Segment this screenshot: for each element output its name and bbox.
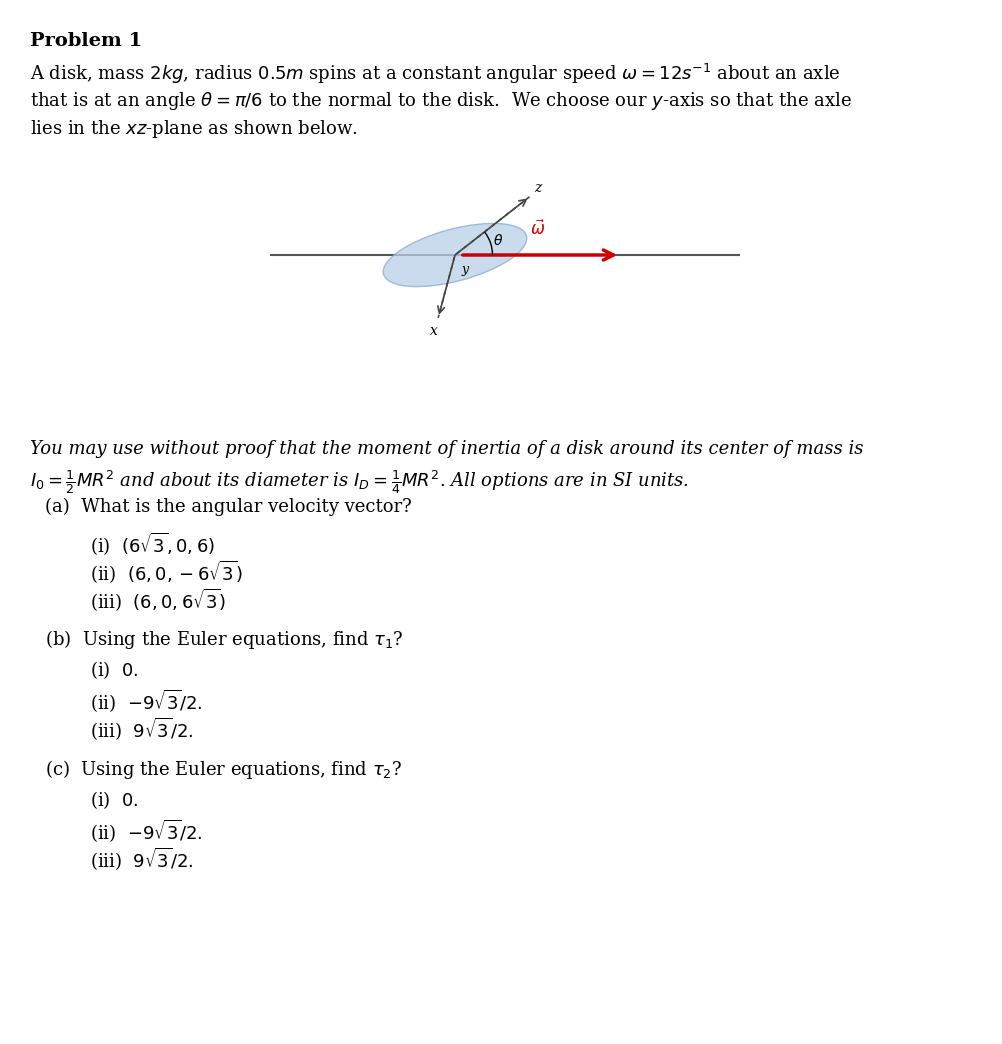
Text: y: y: [461, 263, 468, 276]
Text: (iii)  $9\sqrt{3}/2.$: (iii) $9\sqrt{3}/2.$: [90, 845, 193, 872]
Text: (iii)  $(6, 0, 6\sqrt{3})$: (iii) $(6, 0, 6\sqrt{3})$: [90, 586, 226, 613]
Text: x: x: [430, 324, 438, 338]
Text: (i)  $(6\sqrt{3}, 0, 6)$: (i) $(6\sqrt{3}, 0, 6)$: [90, 530, 215, 556]
Text: (ii)  $-9\sqrt{3}/2.$: (ii) $-9\sqrt{3}/2.$: [90, 687, 202, 714]
Text: $\theta$: $\theta$: [493, 233, 503, 247]
Text: $\vec{\omega}$: $\vec{\omega}$: [530, 219, 545, 239]
Text: (i)  $0.$: (i) $0.$: [90, 789, 138, 811]
Ellipse shape: [383, 223, 527, 287]
Text: A disk, mass $2kg$, radius $0.5m$ spins at a constant angular speed $\omega = 12: A disk, mass $2kg$, radius $0.5m$ spins …: [30, 62, 841, 86]
Text: (ii)  $(6, 0, -6\sqrt{3})$: (ii) $(6, 0, -6\sqrt{3})$: [90, 557, 242, 585]
Text: $I_0 = \frac{1}{2}MR^2$ and about its diameter is $I_D = \frac{1}{4}MR^2$. All o: $I_0 = \frac{1}{2}MR^2$ and about its di…: [30, 468, 689, 496]
Text: (a)  What is the angular velocity vector?: (a) What is the angular velocity vector?: [45, 498, 412, 516]
Text: z: z: [534, 181, 541, 194]
Text: You may use without proof that the moment of inertia of a disk around its center: You may use without proof that the momen…: [30, 440, 864, 458]
Text: (iii)  $9\sqrt{3}/2.$: (iii) $9\sqrt{3}/2.$: [90, 715, 193, 742]
Text: (i)  $0.$: (i) $0.$: [90, 659, 138, 681]
Text: (c)  Using the Euler equations, find $\tau_2$?: (c) Using the Euler equations, find $\ta…: [45, 758, 402, 781]
Text: Problem 1: Problem 1: [30, 32, 142, 50]
Text: (ii)  $-9\sqrt{3}/2.$: (ii) $-9\sqrt{3}/2.$: [90, 817, 202, 844]
Text: (b)  Using the Euler equations, find $\tau_1$?: (b) Using the Euler equations, find $\ta…: [45, 628, 404, 651]
Text: that is at an angle $\theta = \pi/6$ to the normal to the disk.  We choose our $: that is at an angle $\theta = \pi/6$ to …: [30, 90, 852, 112]
Text: lies in the $xz$-plane as shown below.: lies in the $xz$-plane as shown below.: [30, 118, 358, 140]
